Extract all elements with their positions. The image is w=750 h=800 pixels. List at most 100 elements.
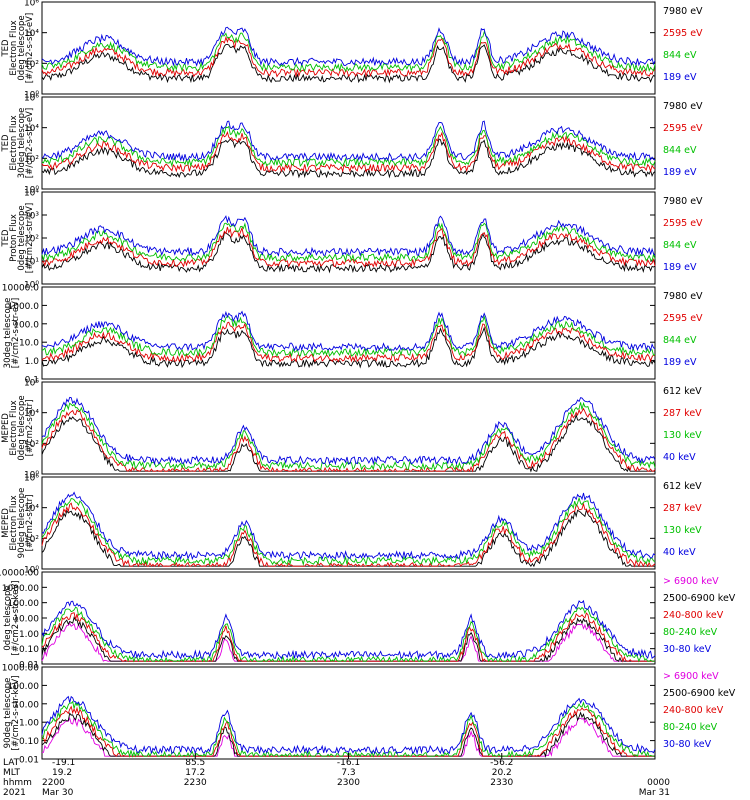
legend-entry: 7980 eV [663, 291, 703, 302]
y-tick-label: 10⁴ [24, 504, 39, 514]
y-axis-label: Proton Flux [9, 214, 19, 262]
series-trace [41, 606, 655, 663]
y-tick-label: 10² [24, 60, 39, 70]
legend-entry: 7980 eV [663, 196, 703, 207]
time-row-value: 20.2 [492, 768, 512, 778]
legend-entry: 30-80 keV [663, 644, 712, 655]
series-trace [41, 30, 656, 73]
series-trace [41, 502, 656, 568]
series-trace [41, 599, 656, 661]
y-axis-label: Electron Flux [9, 115, 19, 170]
y-tick-label: 10⁶ [24, 474, 39, 484]
y-axis-label: 90deg telescope [3, 678, 13, 749]
y-tick-label: 1.0 [25, 357, 40, 367]
legend-entry: 2500-6900 keV [663, 593, 736, 604]
y-tick-label: 10² [24, 155, 39, 165]
y-tick-label: 10.0 [19, 339, 39, 349]
series-trace [41, 26, 656, 67]
panel-frame [41, 476, 656, 570]
y-tick-label: 10⁰ [24, 566, 39, 576]
y-tick-label: 0.1 [25, 376, 39, 386]
legend-entry: 80-240 keV [663, 627, 718, 638]
time-row-value: -16.1 [337, 758, 360, 768]
legend-entry: 844 eV [663, 50, 697, 61]
panel-frame [41, 96, 656, 190]
y-axis-label: [#/cm2-s-str-eV] [11, 298, 21, 368]
y-tick-label: 10⁶ [24, 379, 39, 389]
time-row-label: MLT [3, 768, 21, 778]
time-row-value: 17.2 [185, 768, 205, 778]
y-axis-label: 90deg telescope [17, 488, 27, 559]
legend-entry: 189 eV [663, 72, 697, 83]
panel-4: 0.1 1.0 10.0 100.0 1000.0 10000.0 30deg telesc… [2, 284, 703, 386]
time-row-value: Mar 31 [639, 788, 670, 798]
y-tick-label: 10⁰ [24, 471, 39, 481]
panel-7: 0.01 0.10 1.00 10.00 100.00 1000.00 10000.00 0d… [0, 569, 736, 671]
legend-entry: 612 keV [663, 481, 702, 492]
y-tick-label: 1.00 [19, 630, 39, 640]
legend-entry: 287 keV [663, 503, 702, 514]
legend-entry: 2595 eV [663, 218, 703, 229]
y-axis-label: 0deg telescope [17, 395, 27, 460]
series-trace [41, 35, 656, 78]
legend-entry: 844 eV [663, 335, 697, 346]
series-trace [41, 310, 656, 353]
legend-entry: 7980 eV [663, 101, 703, 112]
time-row-value: 85.5 [185, 758, 205, 768]
y-tick-label: 10⁶ [24, 94, 39, 104]
y-tick-label: 1000.00 [2, 584, 39, 594]
y-tick-label: 100.0 [13, 320, 39, 330]
series-trace [41, 315, 656, 358]
y-tick-label: 100.00 [8, 599, 40, 609]
y-axis-label: TED [1, 229, 11, 248]
y-tick-label: 10⁴ [24, 189, 39, 199]
legend-entry: > 6900 keV [663, 671, 719, 682]
series-trace [41, 120, 656, 163]
panel-frame [41, 381, 656, 475]
series-trace [41, 700, 655, 758]
legend-entry: 40 keV [663, 547, 696, 558]
y-tick-label: 1000.0 [8, 302, 40, 312]
y-axis-label: [#/cm2-s-str-eV] [25, 108, 35, 178]
y-tick-label: 1000.00 [2, 664, 39, 674]
legend-entry: 844 eV [663, 145, 697, 156]
legend-entry: 287 keV [663, 408, 702, 419]
legend-entry: 2500-6900 keV [663, 688, 736, 699]
legend-entry: 40 keV [663, 452, 696, 463]
time-row-value: Mar 30 [42, 788, 74, 798]
y-axis-label: 30deg telescope [17, 108, 27, 179]
series-trace [41, 401, 656, 471]
legend-entry: 7980 eV [663, 6, 703, 17]
y-axis-label: MEPED [1, 413, 11, 443]
time-row-value: 2330 [490, 778, 513, 788]
y-axis-label: [#/cm2-s-str-eV] [25, 13, 35, 83]
y-tick-label: 100.00 [8, 682, 40, 692]
series-trace [41, 138, 656, 179]
legend-entry: 30-80 keV [663, 739, 712, 750]
panel-8: 0.01 0.10 1.00 10.00 100.00 1000.00 90deg tele… [2, 664, 736, 766]
series-trace [41, 215, 656, 257]
legend-entry: > 6900 keV [663, 576, 719, 587]
y-axis-label: 0deg telescope [17, 205, 27, 270]
panel-frame [41, 286, 656, 380]
y-tick-label: 0.10 [19, 645, 39, 655]
y-tick-label: 0.10 [19, 737, 39, 747]
panel-frame [41, 571, 656, 665]
y-axis-label: 0deg telescope [3, 585, 13, 650]
time-row-value: -19.1 [52, 758, 75, 768]
y-tick-label: 1.00 [19, 719, 39, 729]
legend-entry: 189 eV [663, 262, 697, 273]
series-trace [41, 326, 656, 369]
legend-entry: 2595 eV [663, 28, 703, 39]
time-row-value: 2300 [337, 778, 360, 788]
y-axis-label: MEPED [1, 508, 11, 538]
y-axis-label: 30deg telescope [3, 298, 13, 369]
y-axis-label: TED [1, 134, 11, 153]
time-row-value: 7.3 [341, 768, 355, 778]
legend-entry: 2595 eV [663, 123, 703, 134]
